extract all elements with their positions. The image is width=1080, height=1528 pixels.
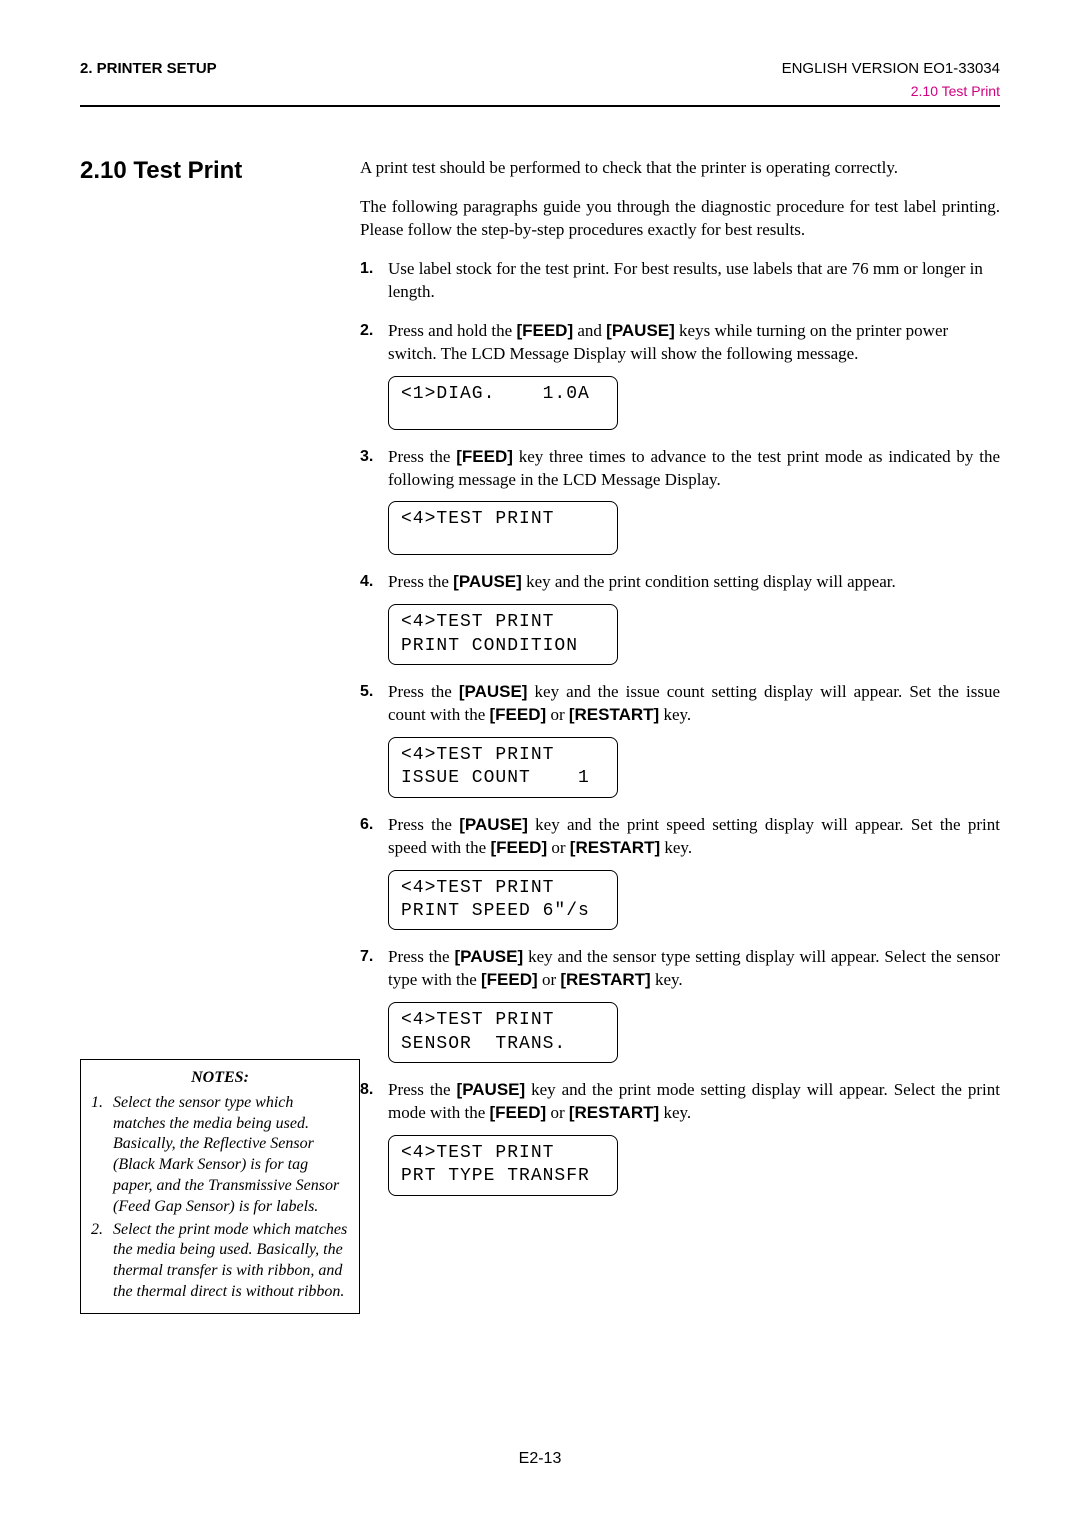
step-1: 1. Use label stock for the test print. F… <box>360 258 1000 304</box>
section-title: 2.10 Test Print <box>80 157 360 185</box>
note-2-text: Select the print mode which matches the … <box>113 1220 349 1303</box>
step-1-text: Use label stock for the test print. For … <box>388 259 983 301</box>
step-2: 2. Press and hold the [FEED] and [PAUSE]… <box>360 320 1000 430</box>
step-3-text: Press the [FEED] key three times to adva… <box>388 447 1000 489</box>
step-3: 3. Press the [FEED] key three times to a… <box>360 446 1000 556</box>
header-right-sub: 2.10 Test Print <box>80 83 1000 99</box>
header-left: 2. PRINTER SETUP <box>80 60 217 77</box>
lcd-print-speed: <4>TEST PRINT PRINT SPEED 6"/s <box>388 870 618 931</box>
header-rule <box>80 105 1000 107</box>
lcd-issue-count: <4>TEST PRINT ISSUE COUNT 1 <box>388 737 618 798</box>
step-3-num: 3. <box>360 446 373 468</box>
notes-title: NOTES: <box>91 1068 349 1089</box>
step-5: 5. Press the [PAUSE] key and the issue c… <box>360 681 1000 798</box>
intro-1: A print test should be performed to chec… <box>360 157 1000 180</box>
step-7-num: 7. <box>360 946 373 968</box>
intro-2: The following paragraphs guide you throu… <box>360 196 1000 242</box>
step-2-num: 2. <box>360 320 373 342</box>
lcd-prt-type: <4>TEST PRINT PRT TYPE TRANSFR <box>388 1135 618 1196</box>
step-6-text: Press the [PAUSE] key and the print spee… <box>388 815 1000 857</box>
step-7: 7. Press the [PAUSE] key and the sensor … <box>360 946 1000 1063</box>
step-1-num: 1. <box>360 258 373 280</box>
step-5-num: 5. <box>360 681 373 703</box>
page-footer: E2-13 <box>0 1450 1080 1468</box>
step-6: 6. Press the [PAUSE] key and the print s… <box>360 814 1000 931</box>
step-4-text: Press the [PAUSE] key and the print cond… <box>388 572 896 591</box>
step-8-text: Press the [PAUSE] key and the print mode… <box>388 1080 1000 1122</box>
step-8-num: 8. <box>360 1079 373 1101</box>
lcd-diag: <1>DIAG. 1.0A <box>388 376 618 430</box>
step-7-text: Press the [PAUSE] key and the sensor typ… <box>388 947 1000 989</box>
note-2: 2. Select the print mode which matches t… <box>91 1220 349 1303</box>
note-2-num: 2. <box>91 1220 113 1303</box>
step-2-text: Press and hold the [FEED] and [PAUSE] ke… <box>388 321 948 363</box>
step-4-num: 4. <box>360 571 373 593</box>
lcd-sensor: <4>TEST PRINT SENSOR TRANS. <box>388 1002 618 1063</box>
notes-box: NOTES: 1. Select the sensor type which m… <box>80 1059 360 1314</box>
note-1-text: Select the sensor type which matches the… <box>113 1093 349 1218</box>
step-6-num: 6. <box>360 814 373 836</box>
step-8: 8. Press the [PAUSE] key and the print m… <box>360 1079 1000 1196</box>
step-5-text: Press the [PAUSE] key and the issue coun… <box>388 682 1000 724</box>
lcd-test-print: <4>TEST PRINT <box>388 501 618 555</box>
lcd-print-condition: <4>TEST PRINT PRINT CONDITION <box>388 604 618 665</box>
note-1-num: 1. <box>91 1093 113 1218</box>
header-right-top: ENGLISH VERSION EO1-33034 <box>782 60 1000 77</box>
note-1: 1. Select the sensor type which matches … <box>91 1093 349 1218</box>
step-4: 4. Press the [PAUSE] key and the print c… <box>360 571 1000 665</box>
